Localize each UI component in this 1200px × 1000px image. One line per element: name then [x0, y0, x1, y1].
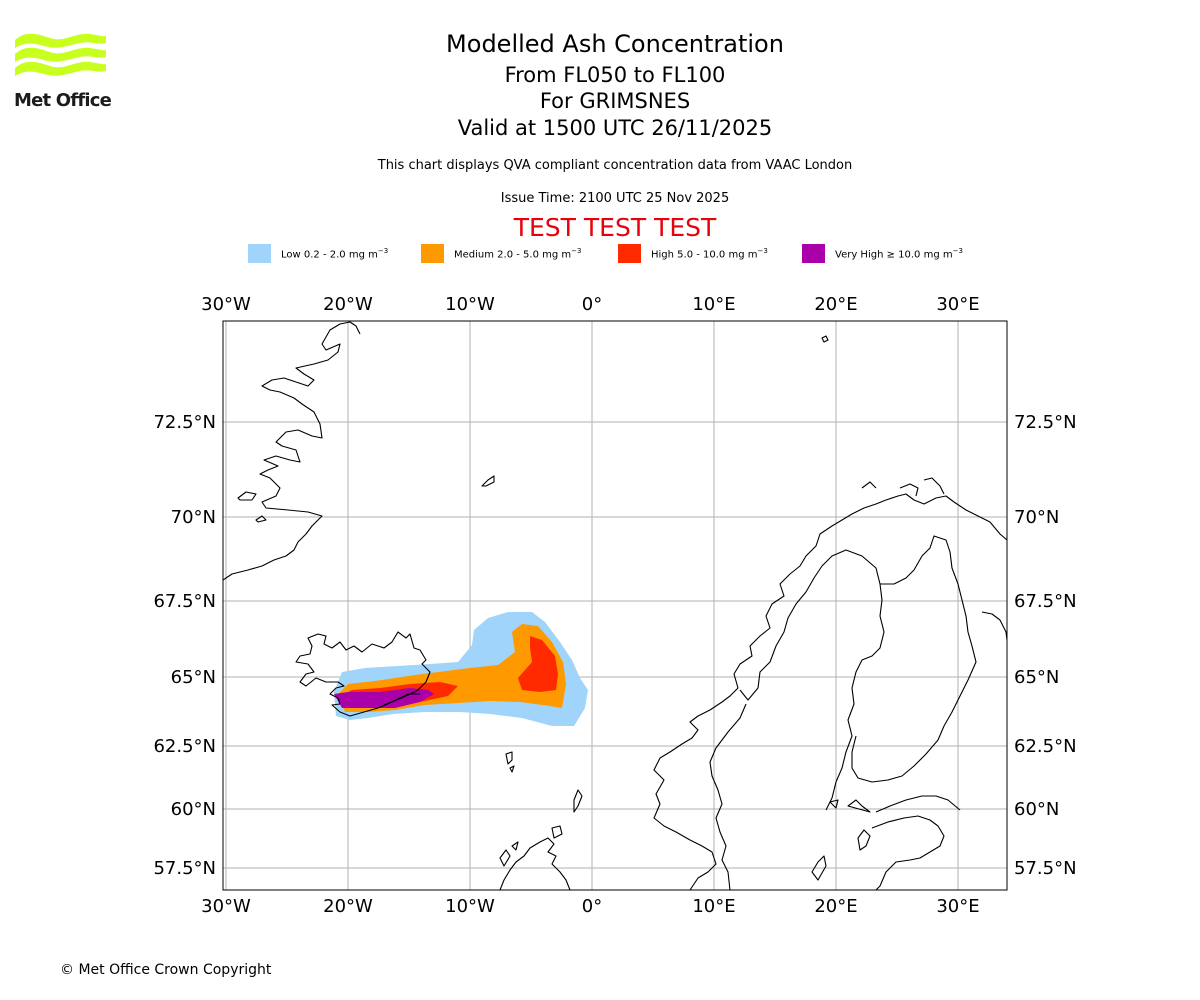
lat-label: 67.5°N — [153, 591, 216, 612]
ash-plume — [334, 612, 588, 726]
met-office-logo — [15, 33, 106, 76]
lat-label: 60°N — [171, 799, 216, 820]
lat-labels-right: 72.5°N 70°N 67.5°N 65°N 62.5°N 60°N 57.5… — [1014, 412, 1077, 879]
lon-label: 10°E — [692, 896, 735, 917]
coast-sweden-south — [709, 703, 747, 890]
lon-label: 20°E — [814, 294, 857, 315]
coast-hebrides — [499, 841, 519, 867]
legend-unit-sup: −3 — [757, 246, 768, 255]
coast-greenland — [223, 321, 361, 581]
lat-label: 67.5°N — [1014, 591, 1077, 612]
lon-label: 30°E — [936, 294, 979, 315]
coast-gotland — [857, 829, 871, 851]
legend-unit-sup: −3 — [377, 246, 389, 255]
legend-unit-sup: −3 — [571, 246, 582, 255]
coast-shetland — [573, 789, 583, 813]
lon-label: 30°W — [201, 896, 251, 917]
ash-high-area-east — [518, 636, 558, 692]
legend-swatch-very-high — [802, 244, 825, 263]
coast-estonia — [871, 815, 945, 890]
chart-title: Modelled Ash Concentration — [446, 30, 784, 58]
coast-sweden-gulf — [825, 583, 885, 811]
coastlines — [223, 321, 1007, 890]
lon-labels-top: 30°W 20°W 10°W 0° 10°E 20°E 30°E — [201, 294, 979, 315]
lon-label: 10°W — [445, 896, 495, 917]
legend-unit-sup: −3 — [952, 246, 963, 255]
lon-label: 30°W — [201, 294, 251, 315]
lat-labels-left: 72.5°N 70°N 67.5°N 65°N 62.5°N 60°N 57.5… — [153, 412, 216, 879]
valid-time: Valid at 1500 UTC 26/11/2025 — [457, 116, 773, 140]
map-frame — [222, 320, 1008, 891]
lon-labels-bottom: 30°W 20°W 10°W 0° 10°E 20°E 30°E — [201, 896, 979, 917]
coast-finland — [851, 535, 977, 783]
test-banner: TEST TEST TEST — [513, 213, 717, 242]
qva-disclaimer: This chart displays QVA compliant concen… — [377, 158, 853, 173]
graticule — [223, 321, 1007, 890]
coast-scotland — [499, 837, 571, 890]
lat-label: 57.5°N — [153, 858, 216, 879]
lon-label: 20°W — [323, 294, 373, 315]
lat-label: 72.5°N — [1014, 412, 1077, 433]
flight-level-range: From FL050 to FL100 — [504, 63, 726, 87]
coast-orkney — [551, 825, 563, 839]
lat-label: 60°N — [1014, 799, 1059, 820]
lat-label: 70°N — [1014, 507, 1059, 528]
lon-label: 0° — [582, 294, 602, 315]
lat-label: 57.5°N — [1014, 858, 1077, 879]
lon-label: 20°E — [814, 896, 857, 917]
logo-waves-icon — [15, 33, 106, 76]
legend-swatch-high — [618, 244, 641, 263]
copyright-notice: © Met Office Crown Copyright — [60, 962, 272, 978]
lat-label: 70°N — [171, 507, 216, 528]
coast-baltic-islands — [811, 799, 871, 881]
coast-iceland — [295, 631, 431, 717]
coast-north-cape — [861, 477, 945, 497]
coast-gulf-finland — [875, 795, 961, 813]
volcano-marker-icon — [381, 693, 420, 707]
legend-label-medium: Medium 2.0 - 5.0 mg m — [454, 249, 572, 261]
coast-faroe — [505, 751, 515, 773]
lat-label: 72.5°N — [153, 412, 216, 433]
lon-label: 20°W — [323, 896, 373, 917]
lat-label: 62.5°N — [1014, 736, 1077, 757]
legend-label-high: High 5.0 - 10.0 mg m — [651, 249, 758, 261]
lon-label: 10°W — [445, 294, 495, 315]
issue-time: Issue Time: 2100 UTC 25 Nov 2025 — [500, 191, 730, 206]
ash-very-high-area — [334, 688, 434, 708]
lat-label: 65°N — [171, 667, 216, 688]
coast-greenland-islets — [237, 491, 267, 523]
legend-swatch-low — [248, 244, 271, 263]
met-office-wordmark: Met Office — [14, 90, 112, 111]
legend-item-very-high: Very High ≥ 10.0 mg m−3 — [802, 244, 963, 263]
legend-item-medium: Medium 2.0 - 5.0 mg m−3 — [421, 244, 581, 263]
volcano-name: For GRIMSNES — [539, 89, 691, 113]
lat-label: 65°N — [1014, 667, 1059, 688]
legend-swatch-medium — [421, 244, 444, 263]
coast-russia-kola — [981, 611, 1007, 641]
legend-item-low: Low 0.2 - 2.0 mg m−3 — [248, 244, 388, 263]
coast-norway — [653, 493, 1007, 890]
lat-label: 62.5°N — [153, 736, 216, 757]
coast-jan-mayen — [481, 475, 495, 487]
legend-item-high: High 5.0 - 10.0 mg m−3 — [618, 244, 768, 263]
lon-label: 10°E — [692, 294, 735, 315]
coast-bear-island — [821, 335, 829, 343]
border-sweden-norway — [739, 549, 881, 701]
legend-label-very-high: Very High ≥ 10.0 mg m — [835, 249, 953, 261]
legend-label-low: Low 0.2 - 2.0 mg m — [281, 249, 378, 261]
lon-label: 0° — [582, 896, 602, 917]
lon-label: 30°E — [936, 896, 979, 917]
